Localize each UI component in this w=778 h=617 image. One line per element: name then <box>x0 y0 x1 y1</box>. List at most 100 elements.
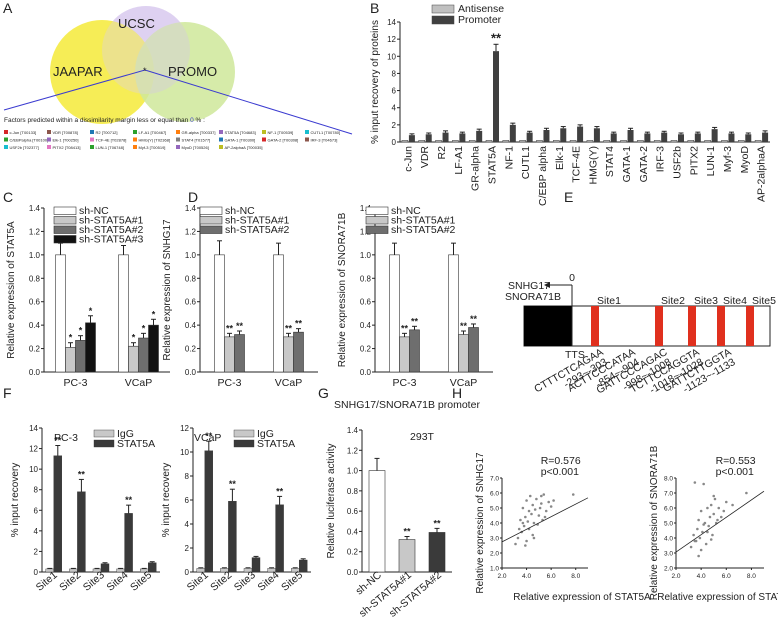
x-category-label: Myf-3 <box>722 146 734 172</box>
x-tick-label: 8.0 <box>747 573 756 580</box>
scatter-point <box>532 536 536 540</box>
x-category-label: R2 <box>436 146 448 160</box>
significance-mark: ** <box>285 323 293 333</box>
x-category-label: IRF-3 <box>655 146 667 172</box>
bar-antisense <box>738 140 745 143</box>
bar-antisense <box>653 140 661 143</box>
stat-p: p<0.001 <box>716 466 754 478</box>
bar-sh-nc <box>273 254 284 373</box>
scatter-point <box>571 493 575 496</box>
legend-label: IgG <box>257 428 274 440</box>
legend-label: sh-STAT5A#2 <box>391 224 456 236</box>
significance-mark: * <box>132 333 136 343</box>
factor-swatch <box>176 137 180 142</box>
bar-antisense <box>670 140 678 143</box>
bar-sh-stat5a-2 <box>234 334 245 373</box>
bar-sh-stat5a-1 <box>399 336 410 373</box>
y-tick-label: 0.8 <box>185 274 197 283</box>
x-category-label: USF2b <box>672 146 684 179</box>
factor-label: Elk-1 [T00250] <box>53 137 79 142</box>
legend-label: sh-STAT5A#2 <box>79 224 144 236</box>
scatter-point <box>708 515 712 519</box>
scatter-point <box>537 514 541 517</box>
scatter-point <box>516 536 520 540</box>
stat-r: R=0.576 <box>541 455 581 467</box>
legend-label: sh-STAT5A#1 <box>391 215 456 227</box>
bar-antisense <box>485 140 493 143</box>
bar-promoter <box>459 133 466 142</box>
bar-sh-nc <box>389 254 400 373</box>
bar-antisense <box>418 140 425 143</box>
bar-sh-stat5a-1 <box>283 336 294 373</box>
site-box <box>655 306 663 346</box>
y-tick-label: 0.2 <box>347 548 359 557</box>
scatter-point <box>542 493 546 496</box>
venn-zoom-line-right <box>144 69 353 135</box>
site-label: Site3 <box>694 295 718 307</box>
x-category-label: C/EBP alpha <box>537 146 549 206</box>
y-tick-label: 8 <box>185 472 190 481</box>
scatter-point <box>698 536 702 540</box>
panel-letter-h: H <box>452 385 462 401</box>
legend-swatch <box>431 15 455 25</box>
scatter-point <box>543 515 547 519</box>
y-axis-label: Relative expression of STAT5A <box>6 221 17 359</box>
y-tick-label: 0.4 <box>29 321 41 330</box>
x-tick-label: 2.0 <box>497 573 506 580</box>
y-tick-label: 0.8 <box>360 274 372 283</box>
legend-label: sh-NC <box>79 205 109 217</box>
caption-value: 0 <box>190 117 194 124</box>
scatter-point <box>532 521 536 525</box>
y-tick-label: 1.4 <box>29 204 41 213</box>
chart-title: VCaP <box>194 432 221 444</box>
factor-swatch <box>90 130 94 134</box>
y-tick-label: 4 <box>185 520 190 529</box>
legend-swatch <box>53 216 77 225</box>
scatter-point <box>522 524 526 528</box>
x-category-label: VCaP <box>275 377 302 389</box>
y-tick-label: 0.6 <box>360 298 372 307</box>
bar-sh-nc <box>55 254 66 373</box>
y-tick-label: 0.2 <box>185 345 197 354</box>
y-tick-label: 1.4 <box>185 204 197 213</box>
x-tick-label: 4.0 <box>697 573 706 580</box>
factor-label: GATA-1 [T00300] <box>225 137 256 142</box>
y-tick-label: 4.0 <box>664 536 673 543</box>
factor-swatch <box>4 130 8 134</box>
x-category-label: TCF-4E <box>571 146 583 183</box>
legend-label: sh-STAT5A#3 <box>79 234 144 246</box>
scatter-point <box>717 506 721 510</box>
y-axis-label: % input recovery <box>10 463 21 537</box>
y-tick-label: 14 <box>387 18 396 27</box>
significance-mark: * <box>79 326 83 336</box>
panel-letter-d: D <box>188 189 198 205</box>
chart-subtitle: 293T <box>410 431 435 443</box>
factor-swatch <box>133 145 137 149</box>
bar-sh-nc <box>448 254 459 373</box>
x-category-label: VDR <box>419 146 431 169</box>
y-tick-label: 1.0 <box>490 566 499 573</box>
venn-label-ucsc: UCSC <box>118 16 155 31</box>
y-tick-label: 6 <box>185 496 190 505</box>
significance-mark: ** <box>491 30 502 45</box>
panel-h-right-scatter: 2.0 3.0 4.0 5.0 6.0 7.0 8.0 2.0 4.0 6.0 8.0 R=0.553… <box>649 445 765 600</box>
factor-swatch <box>305 130 309 134</box>
scatter-point <box>517 527 521 531</box>
legend-swatch <box>365 216 389 225</box>
y-tick-label: 0 <box>185 568 190 577</box>
bar-promoter <box>745 134 752 142</box>
bar-promoter <box>509 124 516 142</box>
bar-sh-stat5a-1 <box>224 336 235 373</box>
y-axis-label: Relative expression of SNHG17 <box>162 219 173 361</box>
bar-antisense <box>468 140 476 143</box>
y-tick-label: 7.0 <box>490 476 499 483</box>
bar-antisense <box>687 140 695 143</box>
factor-label: STAT4 [T01577] <box>182 137 211 142</box>
bar-luciferase <box>368 470 386 573</box>
legend-label: sh-NC <box>225 205 255 217</box>
bar-antisense <box>603 140 610 143</box>
factor-label: NF-1 [T00539] <box>268 130 294 135</box>
site-box <box>591 306 599 346</box>
factor-table: c-Jun [T00133] VDR [T00878] R2 [T00712] LF-… <box>4 130 340 150</box>
